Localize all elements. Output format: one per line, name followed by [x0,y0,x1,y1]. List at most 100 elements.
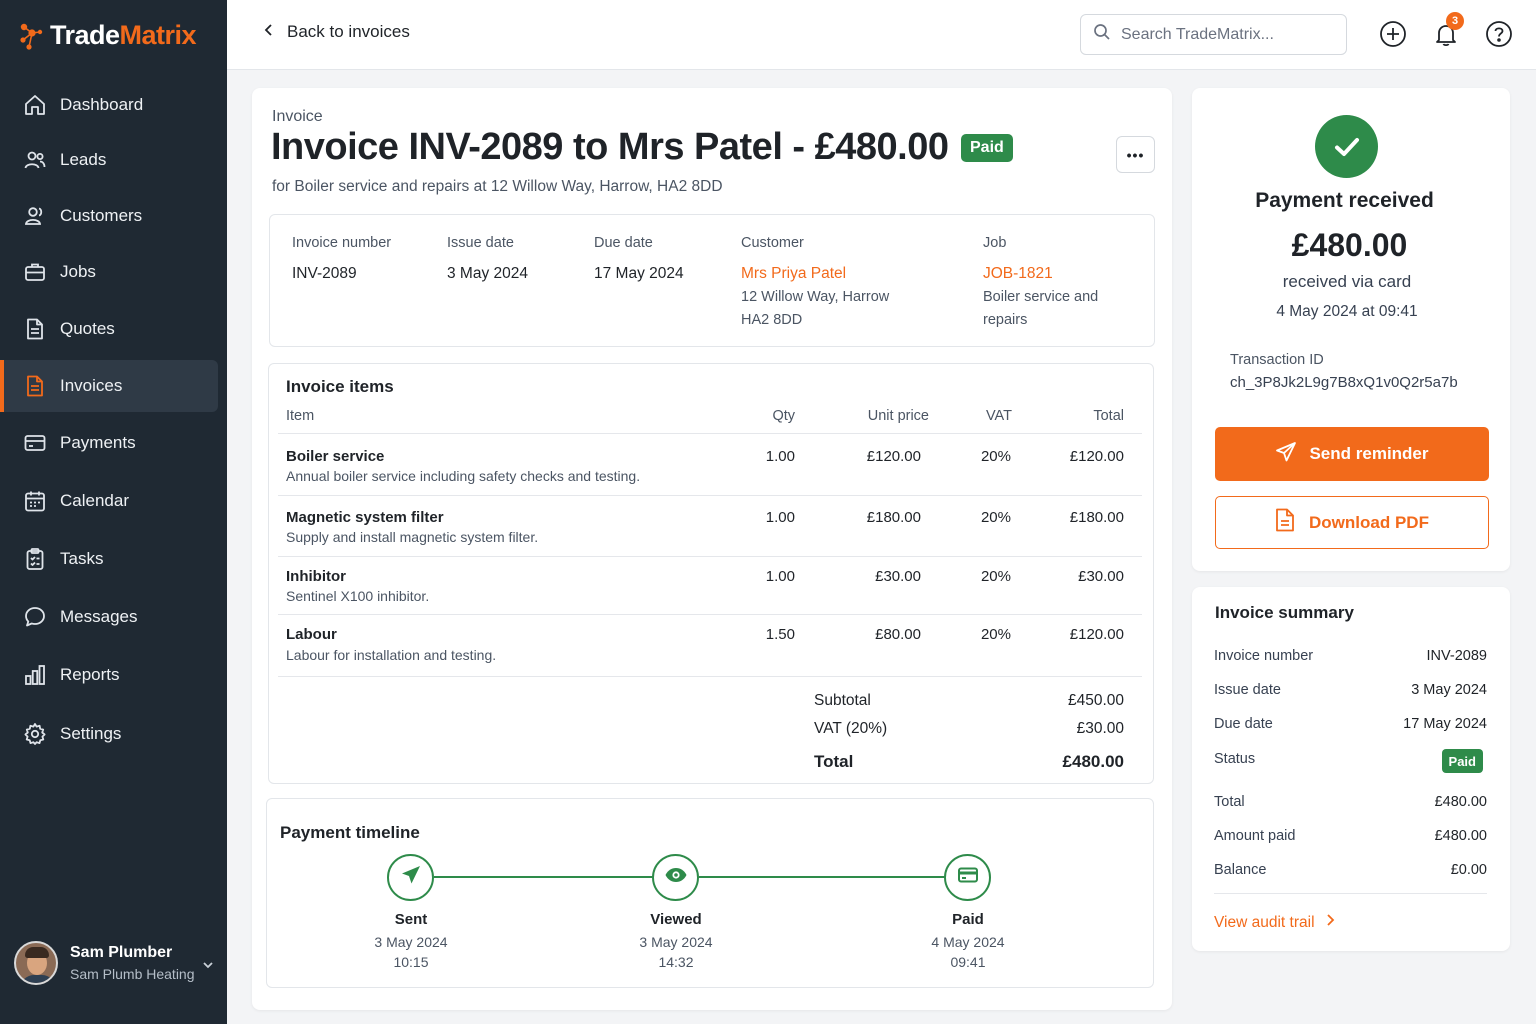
summary-issue-date-value: 3 May 2024 [1411,682,1487,698]
meta-customer: Customer Mrs Priya Patel 12 Willow Way, … [741,235,890,328]
vat-value: £30.00 [1076,720,1124,737]
download-pdf-button[interactable]: Download PDF [1215,496,1489,549]
timeline-label: Paid [952,911,984,928]
summary-total-label: Total [1214,794,1245,810]
sidebar-item-dashboard[interactable]: Dashboard [0,79,218,131]
sidebar-item-label: Jobs [60,262,96,281]
invoice-summary-card: Invoice summary Invoice number INV-2089 … [1192,587,1510,951]
user-menu[interactable]: Sam Plumber Sam Plumb Heating [14,938,219,988]
column-header-vat: VAT [985,408,1012,424]
back-to-invoices-link[interactable]: Back to invoices [263,22,410,42]
column-header-unit-price: Unit price [867,408,929,424]
sidebar-item-leads[interactable]: Leads [0,134,218,186]
sidebar: TradeMatrix Dashboard Leads Customers Jo… [0,0,227,1024]
add-icon[interactable] [1379,20,1407,48]
subtotal-label: Subtotal [814,692,871,709]
sidebar-item-jobs[interactable]: Jobs [0,246,218,298]
invoice-label: Invoice [272,108,323,125]
eye-icon [664,863,688,892]
calendar-icon [22,488,48,514]
timeline-time: 10:15 [393,954,429,970]
summary-status-label: Status [1214,751,1256,767]
column-header-item: Item [286,408,315,424]
invoice-icon [22,373,48,399]
user-name: Sam Plumber [70,944,173,961]
payment-received-card: Payment received £480.00 received via ca… [1192,88,1510,571]
user-company: Sam Plumb Heating [70,966,195,982]
summary-invoice-number-label: Invoice number [1214,648,1314,664]
view-audit-trail-link[interactable]: View audit trail [1214,913,1335,932]
avatar [14,941,58,985]
job-link[interactable]: JOB-1821 [983,265,1053,282]
sidebar-item-calendar[interactable]: Calendar [0,475,218,527]
sidebar-item-tasks[interactable]: Tasks [0,533,218,585]
meta-due-date: Due date 17 May 2024 [594,235,684,282]
sidebar-item-customers[interactable]: Customers [0,190,218,242]
transaction-id-value: ch_3P8Jk2L9g7B8xQ1v0Q2r5a7b [1230,374,1458,391]
summary-invoice-number-value: INV-2089 [1426,648,1487,664]
sidebar-item-label: Payments [60,433,136,452]
summary-due-date-label: Due date [1214,716,1273,732]
send-icon [400,864,422,891]
brand-logo[interactable]: TradeMatrix [18,20,197,51]
payment-datetime: 4 May 2024 at 09:41 [1276,303,1418,320]
meta-issue-date: Issue date 3 May 2024 [447,235,528,282]
invoice-card: Invoice Invoice INV-2089 to Mrs Patel - … [252,88,1172,1010]
payment-method: received via card [1282,272,1412,291]
search-icon [1093,23,1111,46]
sidebar-item-reports[interactable]: Reports [0,649,218,701]
sidebar-item-label: Settings [60,724,122,743]
sidebar-item-messages[interactable]: Messages [0,591,218,643]
column-header-qty: Qty [772,408,795,424]
sidebar-item-quotes[interactable]: Quotes [0,303,218,355]
page-title: Invoice INV-2089 to Mrs Patel - £480.00 [271,126,949,168]
meta-job: Job JOB-1821 Boiler service and repairs [983,235,1099,328]
sidebar-item-label: Invoices [60,376,123,395]
brand-name: TradeMatrix [50,20,197,50]
sidebar-item-label: Reports [60,665,120,684]
timeline-step-paid [944,854,991,901]
sidebar-item-settings[interactable]: Settings [0,708,218,760]
payment-timeline: Payment timeline Sent 3 May 2024 10:15 V… [266,798,1154,988]
sidebar-item-label: Leads [60,150,107,169]
notification-badge: 3 [1446,12,1464,30]
timeline-time: 09:41 [950,954,986,970]
customer-link[interactable]: Mrs Priya Patel [741,265,847,282]
check-circle-icon [1315,115,1378,178]
users-icon [22,147,48,173]
timeline-date: 4 May 2024 [931,934,1005,950]
chevron-down-icon [201,958,215,977]
sidebar-item-label: Customers [60,206,143,225]
send-reminder-label: Send reminder [1309,444,1429,463]
invoice-items-table: Invoice items Item Qty Unit price VAT To… [268,363,1154,784]
sidebar-item-payments[interactable]: Payments [0,417,218,469]
top-bar: Back to invoices 3 [227,0,1536,70]
invoice-subtitle: for Boiler service and repairs at 12 Wil… [272,178,723,195]
help-icon[interactable] [1485,20,1513,48]
chevron-left-icon [263,22,275,42]
timeline-title: Payment timeline [280,823,420,842]
items-title: Invoice items [286,377,394,396]
summary-balance-label: Balance [1214,862,1267,878]
timeline-step-sent [387,854,434,901]
chevron-right-icon [1325,913,1335,932]
column-header-total: Total [1093,408,1124,424]
briefcase-icon [22,259,48,285]
summary-amount-paid-value: £480.00 [1434,828,1487,844]
send-reminder-button[interactable]: Send reminder [1215,427,1489,481]
timeline-step-viewed [652,854,699,901]
timeline-date: 3 May 2024 [374,934,448,950]
sidebar-item-invoices[interactable]: Invoices [0,360,218,412]
search-input[interactable] [1121,25,1331,44]
gear-icon [22,721,48,747]
summary-issue-date-label: Issue date [1214,682,1281,698]
search-box[interactable] [1080,14,1347,55]
pdf-file-icon [1275,508,1295,537]
more-options-button[interactable]: ••• [1116,136,1155,173]
timeline-label: Sent [394,911,428,928]
customers-icon [22,203,48,229]
more-icon: ••• [1126,146,1145,163]
card-icon [957,864,979,891]
invoice-meta: Invoice number INV-2089 Issue date 3 May… [269,214,1155,347]
summary-total-value: £480.00 [1434,794,1487,810]
